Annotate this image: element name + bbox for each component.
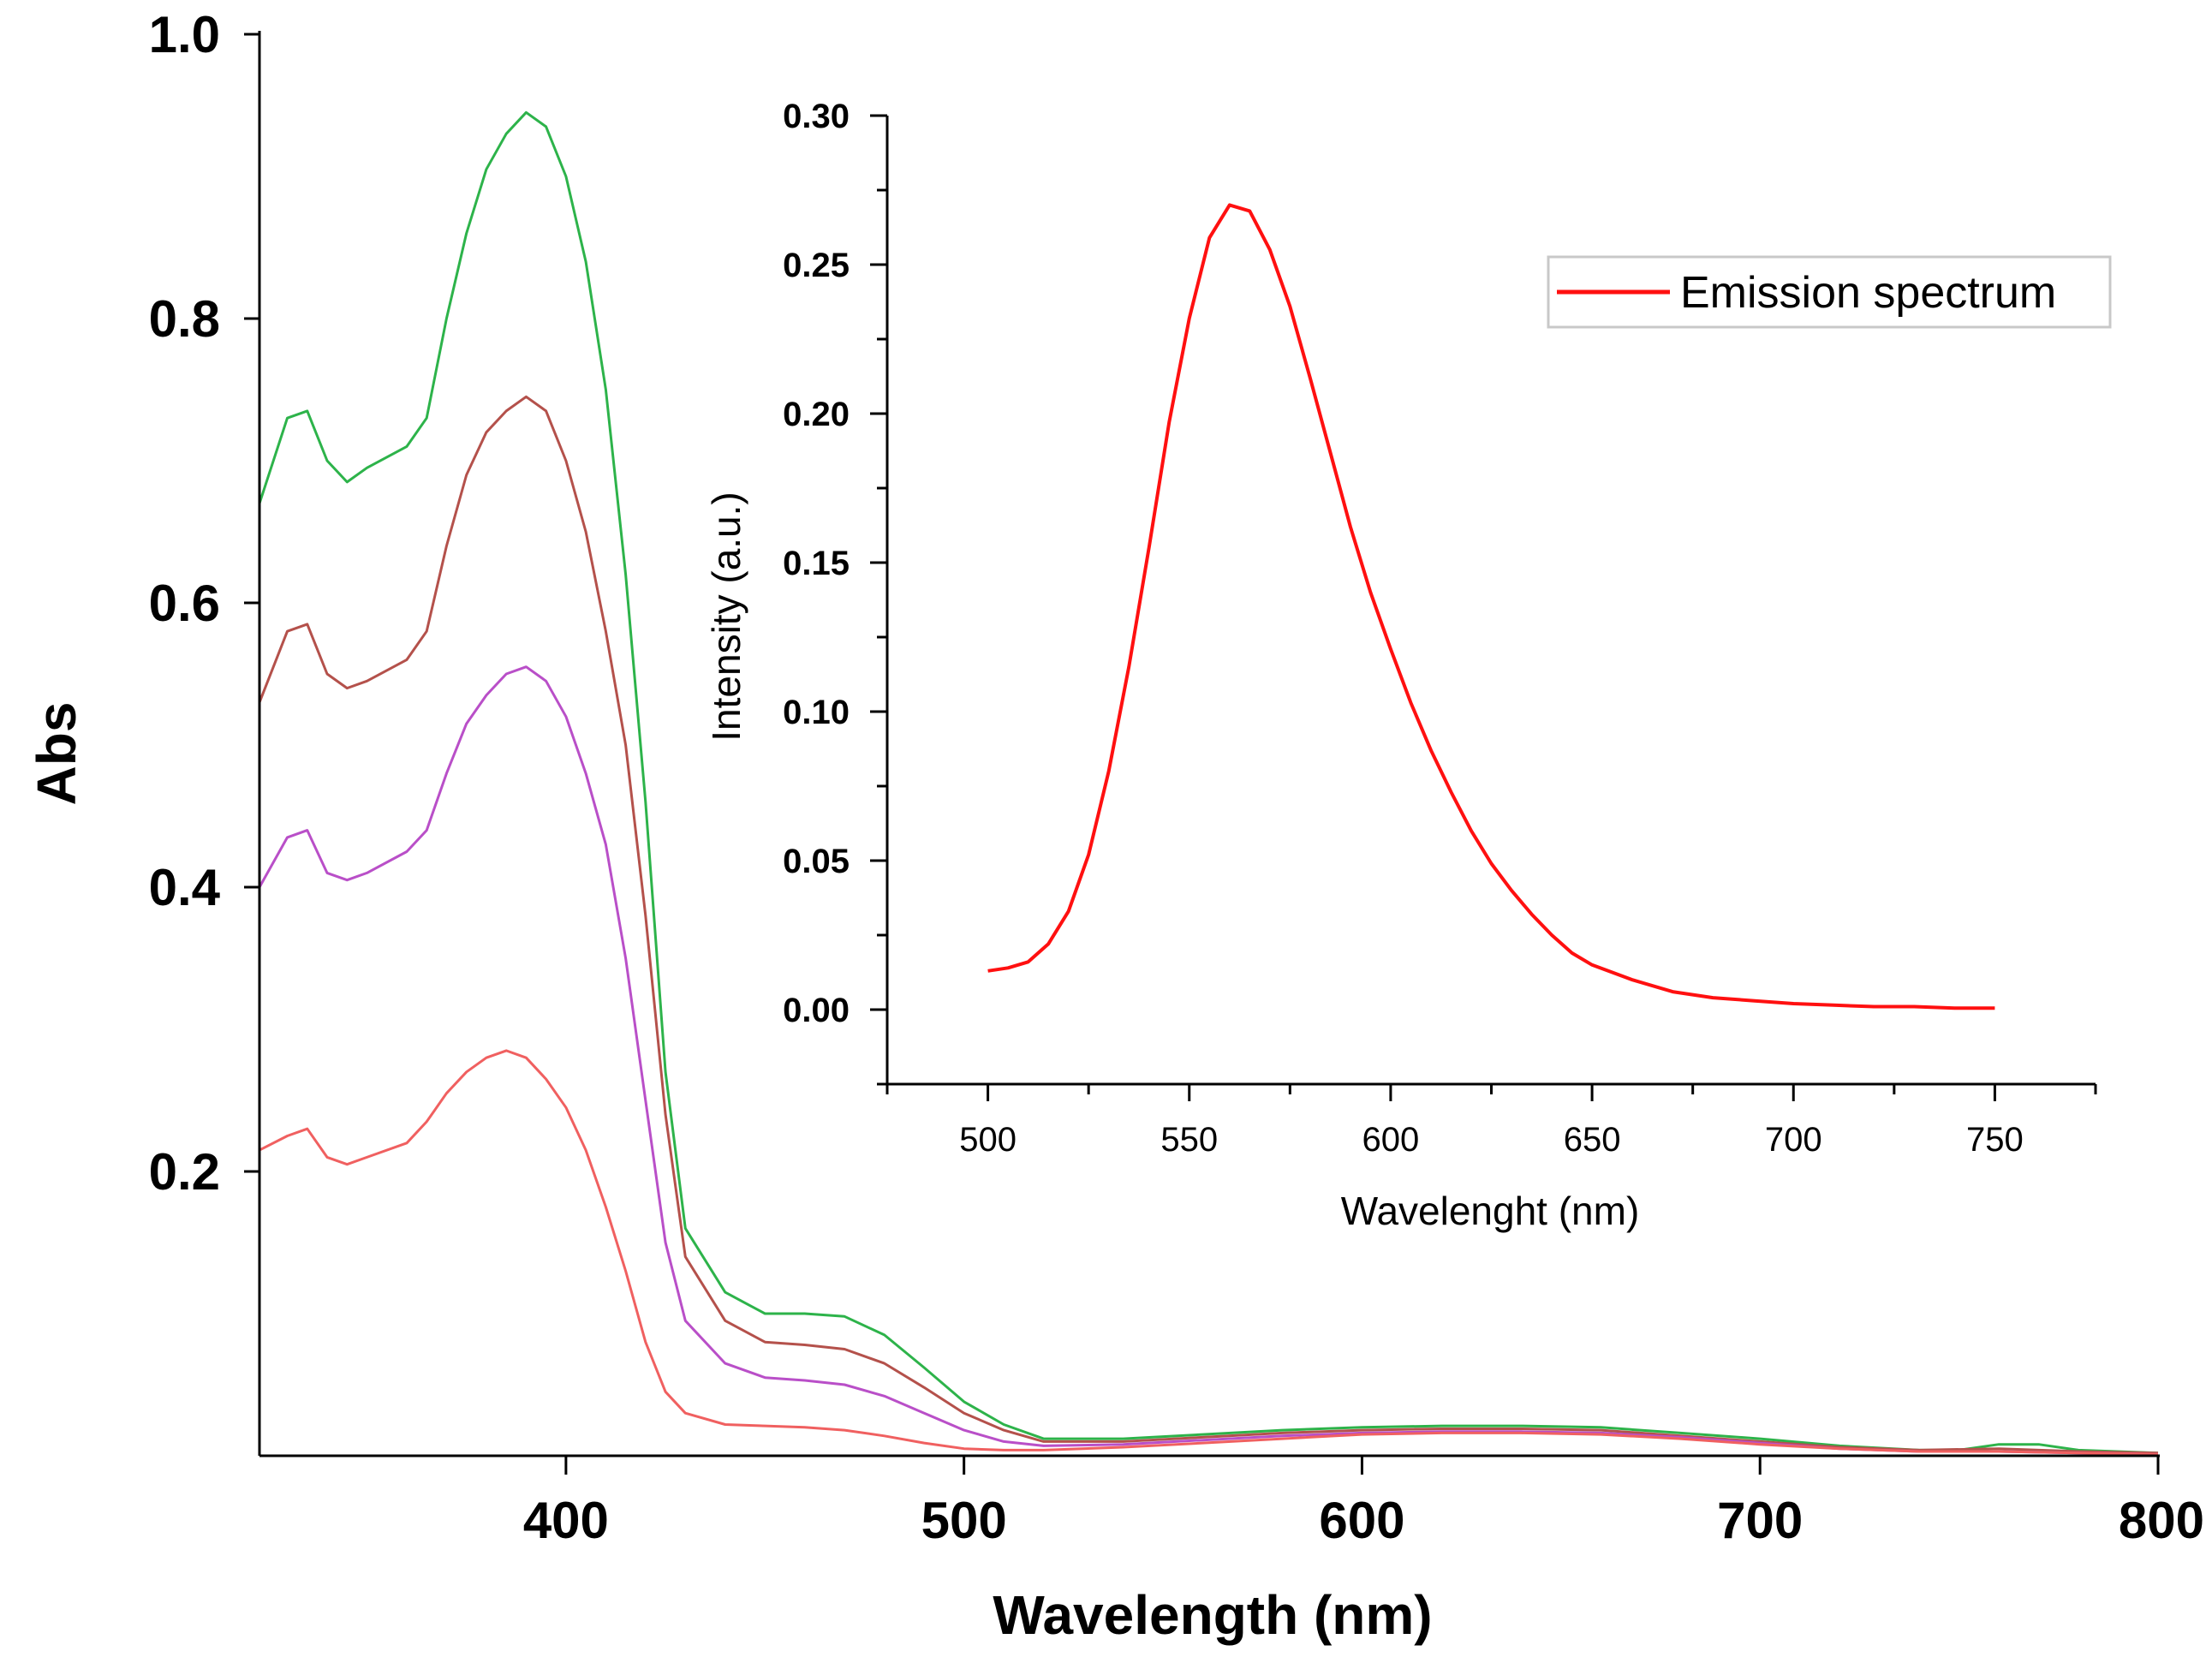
main-y-axis-label: Abs: [26, 702, 87, 806]
main-series-group: [258, 110, 2159, 1456]
inset-x-tick-label: 600: [1362, 1121, 1420, 1159]
inset-chart: 500 550 600 650 700 750 0.00 0.05 0.10 0.15 0.20 0.…: [704, 98, 2112, 1233]
main-series-line-2: [258, 395, 2159, 1455]
main-x-tick-label: 500: [921, 1492, 1007, 1549]
inset-x-tick-label: 550: [1160, 1121, 1218, 1159]
main-series-line-1: [258, 110, 2159, 1455]
legend-entry-emission: Emission spectrum: [1680, 268, 2056, 318]
main-y-tick-label: 0.2: [149, 1143, 220, 1201]
inset-legend: Emission spectrum: [1547, 255, 2112, 329]
inset-x-tick-label: 750: [1966, 1121, 2024, 1159]
inset-y-tick-label: 0.10: [783, 694, 850, 731]
inset-y-tick-label: 0.00: [783, 992, 850, 1029]
inset-y-tick-label: 0.15: [783, 545, 850, 582]
main-series-line-4: [259, 1049, 2159, 1456]
main-y-tick-label: 0.6: [149, 575, 220, 632]
inset-y-tick-label: 0.20: [783, 396, 850, 433]
main-chart: 400 500 600 700 800 0.2 0.4 0.6 0.8 1.0 Wavelengt…: [26, 6, 2204, 1646]
main-x-tick-label: 600: [1319, 1492, 1404, 1549]
inset-x-tick-label: 700: [1765, 1121, 1822, 1159]
main-y-tick-label: 1.0: [149, 6, 220, 63]
main-x-axis-label: Wavelength (nm): [993, 1584, 1432, 1646]
inset-y-tick-label: 0.05: [783, 843, 850, 880]
inset-ticks: 500 550 600 650 700 750 0.00 0.05 0.10 0.15 0.20 0.…: [783, 98, 2097, 1159]
main-x-tick-label: 700: [1717, 1492, 1803, 1549]
inset-y-tick-label: 0.30: [783, 98, 850, 135]
main-y-tick-label: 0.8: [149, 290, 220, 348]
main-ticks: 400 500 600 700 800 0.2 0.4 0.6 0.8 1.0: [149, 6, 2204, 1549]
inset-x-tick-label: 650: [1564, 1121, 1621, 1159]
main-x-tick-label: 800: [2119, 1492, 2204, 1549]
main-series-line-3: [258, 665, 2159, 1456]
main-y-tick-label: 0.4: [149, 859, 221, 916]
inset-series-group: [987, 203, 1995, 1010]
inset-x-axis-label: Wavelenght (nm): [1341, 1189, 1640, 1233]
inset-series-line-1: [987, 203, 1995, 1010]
inset-x-tick-label: 500: [959, 1121, 1017, 1159]
main-x-tick-label: 400: [523, 1492, 609, 1549]
main-axes: [258, 31, 2160, 1457]
inset-y-tick-label: 0.25: [783, 247, 850, 284]
inset-y-axis-label: Intensity (a.u.): [704, 492, 748, 741]
